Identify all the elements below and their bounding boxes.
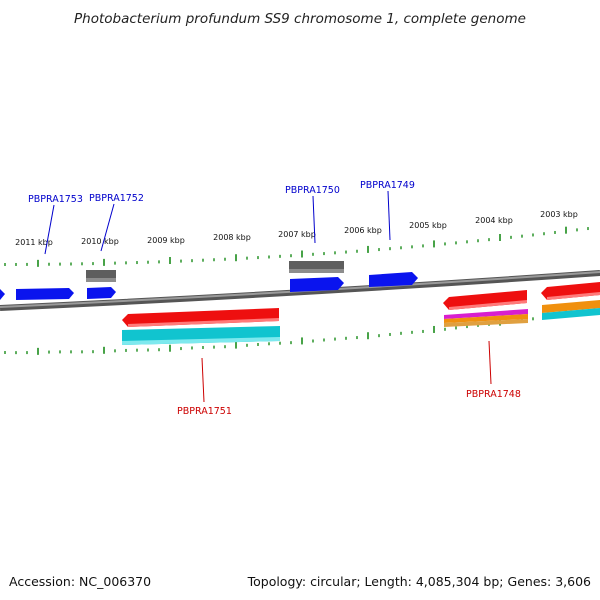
forward-genes xyxy=(0,261,418,300)
gene-block-magenta[interactable] xyxy=(444,309,528,319)
reverse-genes xyxy=(122,282,600,345)
scale-labels: 2011 kbp 2010 kbp 2009 kbp 2008 kbp 2007 kbp… xyxy=(15,210,578,247)
gene-label-PBPRA1750[interactable]: PBPRA1750 xyxy=(285,185,340,196)
gene-arrow-blue[interactable] xyxy=(290,277,344,292)
scale-label: 2008 kbp xyxy=(213,233,251,242)
accession-prefix: Accession: xyxy=(9,574,76,589)
gene-label-PBPRA1753[interactable]: PBPRA1753 xyxy=(28,194,83,205)
outer-scale-ticks xyxy=(4,226,589,267)
gene-label-PBPRA1749[interactable]: PBPRA1749 xyxy=(360,180,415,191)
genome-stats: Topology: circular; Length: 4,085,304 bp… xyxy=(248,574,591,589)
scale-label: 2009 kbp xyxy=(147,236,185,245)
gene-block-orange[interactable] xyxy=(444,319,528,327)
gene-label-PBPRA1751[interactable]: PBPRA1751 xyxy=(177,406,232,417)
gene-labels: PBPRA1753 PBPRA1752 PBPRA1750 PBPRA1749 … xyxy=(28,180,521,417)
genes-text: Genes: 3,606 xyxy=(507,574,591,589)
length-text: Length: 4,085,304 bp; xyxy=(364,574,504,589)
gene-block-orange[interactable] xyxy=(444,314,528,323)
scale-label: 2010 kbp xyxy=(81,237,119,246)
scale-label: 2003 kbp xyxy=(540,210,578,219)
gene-label-PBPRA1752[interactable]: PBPRA1752 xyxy=(89,193,144,204)
inner-scale-ticks xyxy=(4,310,589,355)
map-title: Photobacterium profundum SS9 chromosome … xyxy=(74,11,526,27)
gene-arrow-red[interactable] xyxy=(443,290,527,310)
gene-arrow-blue[interactable] xyxy=(369,272,418,287)
scale-label: 2007 kbp xyxy=(278,230,316,239)
gene-arrow-blue[interactable] xyxy=(0,289,5,300)
gene-block-cyan[interactable] xyxy=(542,308,600,320)
label-leaders xyxy=(44,190,492,403)
scale-label: 2005 kbp xyxy=(409,221,447,230)
scale-label: 2006 kbp xyxy=(344,226,382,235)
scale-label: 2004 kbp xyxy=(475,216,513,225)
scale-label: 2011 kbp xyxy=(15,238,53,247)
gene-arrow-blue[interactable] xyxy=(87,287,116,299)
accession-info: Accession: NC_006370 xyxy=(9,574,151,589)
gene-label-PBPRA1748[interactable]: PBPRA1748 xyxy=(466,389,521,400)
gene-block-orange[interactable] xyxy=(542,300,600,313)
gene-arrow-blue[interactable] xyxy=(16,288,74,300)
topology-text: Topology: circular; xyxy=(247,574,361,589)
accession-number: NC_006370 xyxy=(79,574,152,589)
